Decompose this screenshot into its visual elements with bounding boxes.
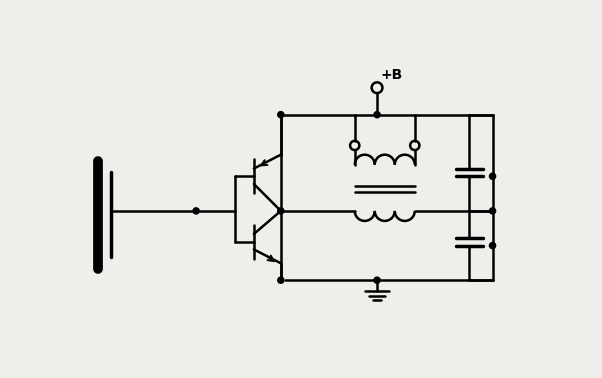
Circle shape	[374, 112, 380, 118]
Circle shape	[489, 208, 495, 214]
Circle shape	[278, 112, 284, 118]
Circle shape	[489, 242, 495, 249]
Circle shape	[489, 173, 495, 179]
Circle shape	[374, 277, 380, 283]
Text: +B: +B	[380, 68, 402, 82]
Circle shape	[278, 208, 284, 214]
Circle shape	[278, 277, 284, 283]
Circle shape	[193, 208, 199, 214]
